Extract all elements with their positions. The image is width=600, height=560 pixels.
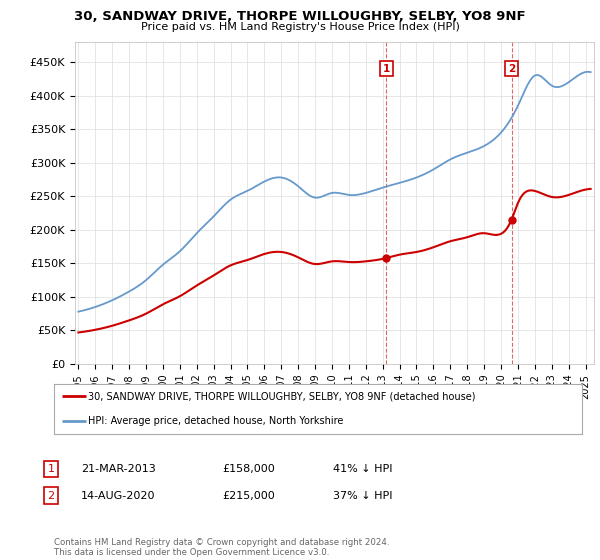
Text: 30, SANDWAY DRIVE, THORPE WILLOUGHBY, SELBY, YO8 9NF (detached house): 30, SANDWAY DRIVE, THORPE WILLOUGHBY, SE… xyxy=(88,391,476,401)
Text: 21-MAR-2013: 21-MAR-2013 xyxy=(81,464,156,474)
Text: 37% ↓ HPI: 37% ↓ HPI xyxy=(333,491,392,501)
Text: 14-AUG-2020: 14-AUG-2020 xyxy=(81,491,155,501)
Text: 1: 1 xyxy=(47,464,55,474)
Text: £215,000: £215,000 xyxy=(222,491,275,501)
Text: HPI: Average price, detached house, North Yorkshire: HPI: Average price, detached house, Nort… xyxy=(88,417,344,426)
Text: Price paid vs. HM Land Registry's House Price Index (HPI): Price paid vs. HM Land Registry's House … xyxy=(140,22,460,32)
Text: 1: 1 xyxy=(383,64,390,74)
Text: 2: 2 xyxy=(47,491,55,501)
Text: 2: 2 xyxy=(508,64,515,74)
Text: 41% ↓ HPI: 41% ↓ HPI xyxy=(333,464,392,474)
Text: £158,000: £158,000 xyxy=(222,464,275,474)
Text: 30, SANDWAY DRIVE, THORPE WILLOUGHBY, SELBY, YO8 9NF: 30, SANDWAY DRIVE, THORPE WILLOUGHBY, SE… xyxy=(74,10,526,23)
Text: Contains HM Land Registry data © Crown copyright and database right 2024.
This d: Contains HM Land Registry data © Crown c… xyxy=(54,538,389,557)
